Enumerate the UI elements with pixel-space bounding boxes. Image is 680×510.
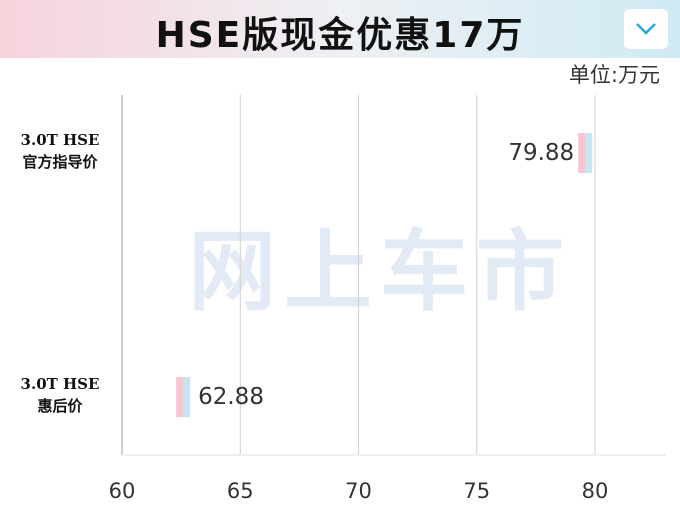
header: HSE版现金优惠17万 [0,0,680,58]
y-tick-label: 3.0T HSE 官方指导价 [20,131,100,171]
y-tick-label: 3.0T HSE 惠后价 [20,375,100,415]
dropdown-button[interactable] [624,9,668,49]
value-label: 62.88 [198,384,264,410]
chevron-icon [636,23,656,35]
x-tick-label: 70 [345,479,372,503]
bar [578,133,593,173]
unit-label: 单位:万元 [569,63,660,87]
x-tick-label: 80 [582,479,609,503]
watermark: 网上车市 [188,220,572,323]
bar [176,377,191,417]
title: HSE版现金优惠17万 [155,15,525,56]
x-tick-label: 60 [109,479,136,503]
value-label: 79.88 [508,140,574,166]
x-tick-label: 75 [463,479,490,503]
x-tick-label: 65 [227,479,254,503]
